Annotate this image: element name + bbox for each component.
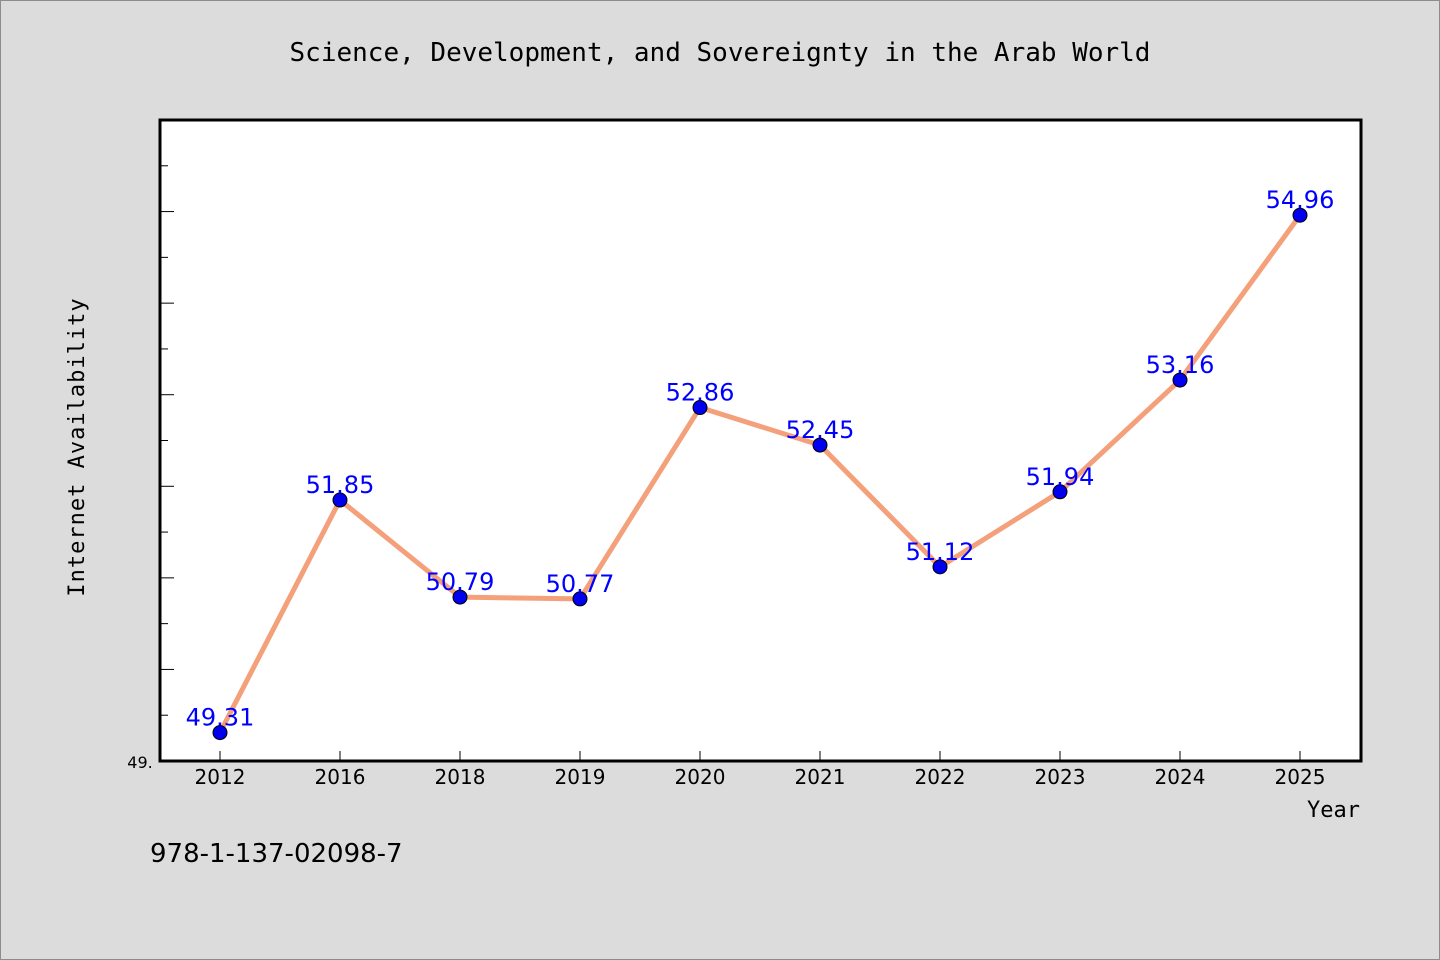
data-value-label: 50.79: [426, 568, 495, 596]
series-value-labels: 49.31 51.85 50.79 50.77 52.86 52.45 51.12 51.94…: [186, 186, 1335, 731]
x-tick-label: 2019: [555, 765, 606, 789]
plot-area: [158, 118, 1363, 763]
x-axis-title: Year: [1307, 798, 1360, 823]
x-tick-label: 2018: [435, 765, 486, 789]
data-value-label: 54.96: [1266, 186, 1335, 214]
y-axis-ticks: [160, 165, 174, 716]
x-axis-tick-labels: 2012 2016 2018 2019 2020 2021 2022 2023 2024 2025: [195, 765, 1326, 789]
data-value-label: 53.16: [1146, 351, 1215, 379]
x-tick-label: 2023: [1035, 765, 1086, 789]
x-tick-label: 2025: [1275, 765, 1326, 789]
data-point-marker: [692, 400, 708, 416]
y-axis-start-label: 49.: [127, 753, 152, 772]
x-axis-ticks: [219, 751, 1301, 761]
y-axis-title: Internet Availability: [65, 297, 90, 596]
data-point-marker: [1052, 484, 1068, 500]
chart-title: Science, Development, and Sovereignty in…: [290, 38, 1151, 68]
series-line: [217, 212, 1303, 736]
series-markers: [212, 207, 1308, 741]
data-point-marker: [1172, 372, 1188, 388]
x-tick-label: 2022: [915, 765, 966, 789]
data-point-marker: [932, 559, 948, 575]
x-tick-label: 2016: [315, 765, 366, 789]
data-point-marker: [1292, 207, 1308, 223]
x-tick-label: 2012: [195, 765, 246, 789]
data-value-label: 51.85: [306, 471, 375, 499]
data-point-marker: [212, 725, 228, 741]
x-tick-label: 2020: [675, 765, 726, 789]
data-value-label: 51.94: [1026, 463, 1095, 491]
data-point-marker: [452, 589, 468, 605]
x-tick-label: 2024: [1155, 765, 1206, 789]
isbn-footer: 978-1-137-02098-7: [150, 839, 403, 869]
data-point-marker: [812, 437, 828, 453]
data-point-marker: [332, 492, 348, 508]
data-value-label: 49.31: [186, 704, 255, 732]
data-value-label: 51.12: [906, 538, 975, 566]
x-tick-label: 2021: [795, 765, 846, 789]
data-value-label: 50.77: [546, 570, 615, 598]
data-value-label: 52.86: [666, 379, 735, 407]
data-value-label: 52.45: [786, 416, 855, 444]
data-point-marker: [572, 591, 588, 607]
